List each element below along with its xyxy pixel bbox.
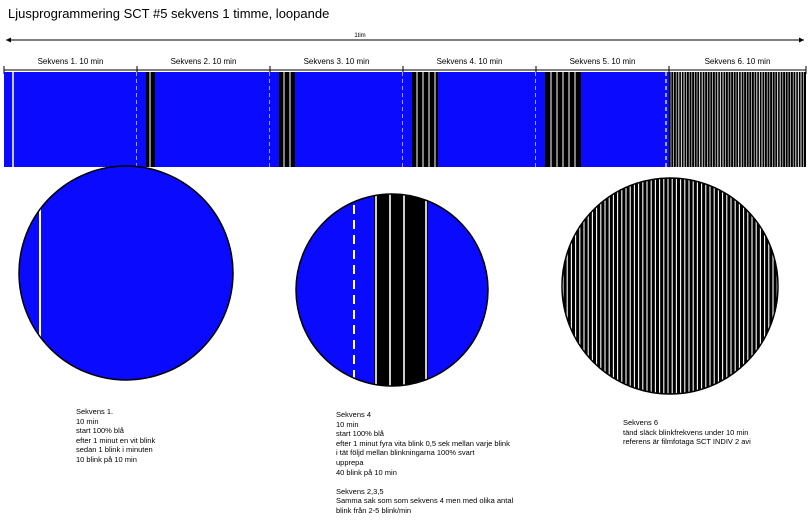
segment-label-1: Sekvens 1. 10 min [37, 57, 104, 66]
page-title: Ljusprogrammering SCT #5 sekvens 1 timme… [8, 6, 330, 21]
sequence-1-description: Sekvens 1. 10 min start 100% blå efter 1… [76, 407, 156, 464]
sequence-6-stripes [670, 72, 804, 167]
total-duration-arrow [6, 37, 804, 43]
segment-label-2: Sekvens 2. 10 min [170, 57, 237, 66]
sequence-4-description: Sekvens 4 10 min start 100% blå efter 1 … [336, 410, 514, 515]
segment-label-3: Sekvens 3. 10 min [303, 57, 370, 66]
sequence-2-block [137, 72, 270, 167]
sequence-6-description: Sekvens 6 tänd släck blinkfrekvens under… [623, 418, 751, 447]
segment-label-6: Sekvens 6. 10 min [704, 57, 771, 66]
sequence-1-block [4, 72, 137, 167]
segment-label-5: Sekvens 5. 10 min [569, 57, 636, 66]
total-duration-label: 1tim [354, 33, 366, 39]
sequence-6-circle [561, 177, 779, 395]
timeline-bar [4, 72, 806, 167]
sequence-4-circle [295, 193, 489, 387]
segment-label-4: Sekvens 4. 10 min [436, 57, 503, 66]
sequence-6-circle-stripes [562, 178, 778, 394]
sequence-1-circle [18, 165, 234, 381]
